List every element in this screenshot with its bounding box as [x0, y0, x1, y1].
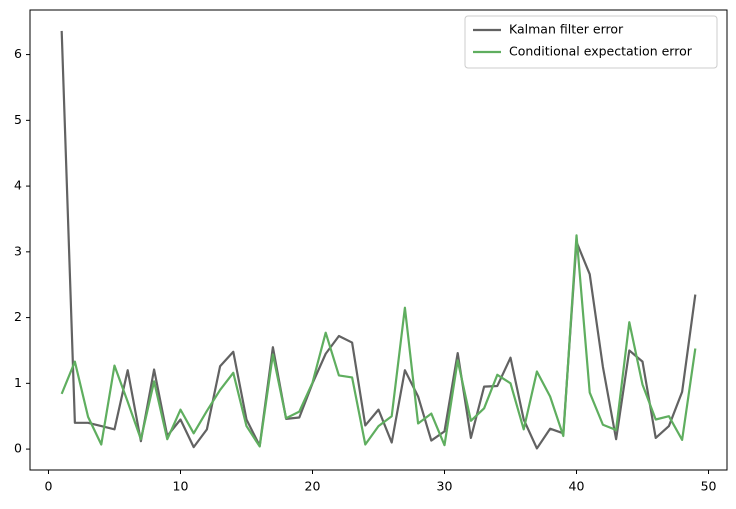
x-tick-label: 30 — [437, 479, 453, 494]
y-tick-label: 2 — [14, 309, 22, 324]
x-tick-label: 40 — [569, 479, 585, 494]
y-tick-label: 4 — [14, 178, 22, 193]
x-tick-label: 50 — [701, 479, 717, 494]
x-tick-label: 20 — [305, 479, 321, 494]
legend: Kalman filter error Conditional expectati… — [464, 15, 718, 69]
legend-box — [464, 15, 718, 69]
legend-label: Kalman filter error — [509, 22, 624, 37]
data-line — [60, 234, 697, 448]
y-tick-label: 1 — [14, 375, 22, 390]
legend-label: Conditional expectation error — [509, 44, 693, 59]
y-tick-label: 0 — [14, 441, 22, 456]
x-tick-label: 10 — [173, 479, 189, 494]
plot-frame — [29, 9, 728, 471]
y-tick-label: 3 — [14, 243, 22, 258]
x-tick-label: 0 — [45, 479, 53, 494]
y-tick-label: 6 — [14, 46, 22, 61]
data-line — [60, 30, 697, 450]
y-tick-label: 5 — [14, 112, 22, 127]
